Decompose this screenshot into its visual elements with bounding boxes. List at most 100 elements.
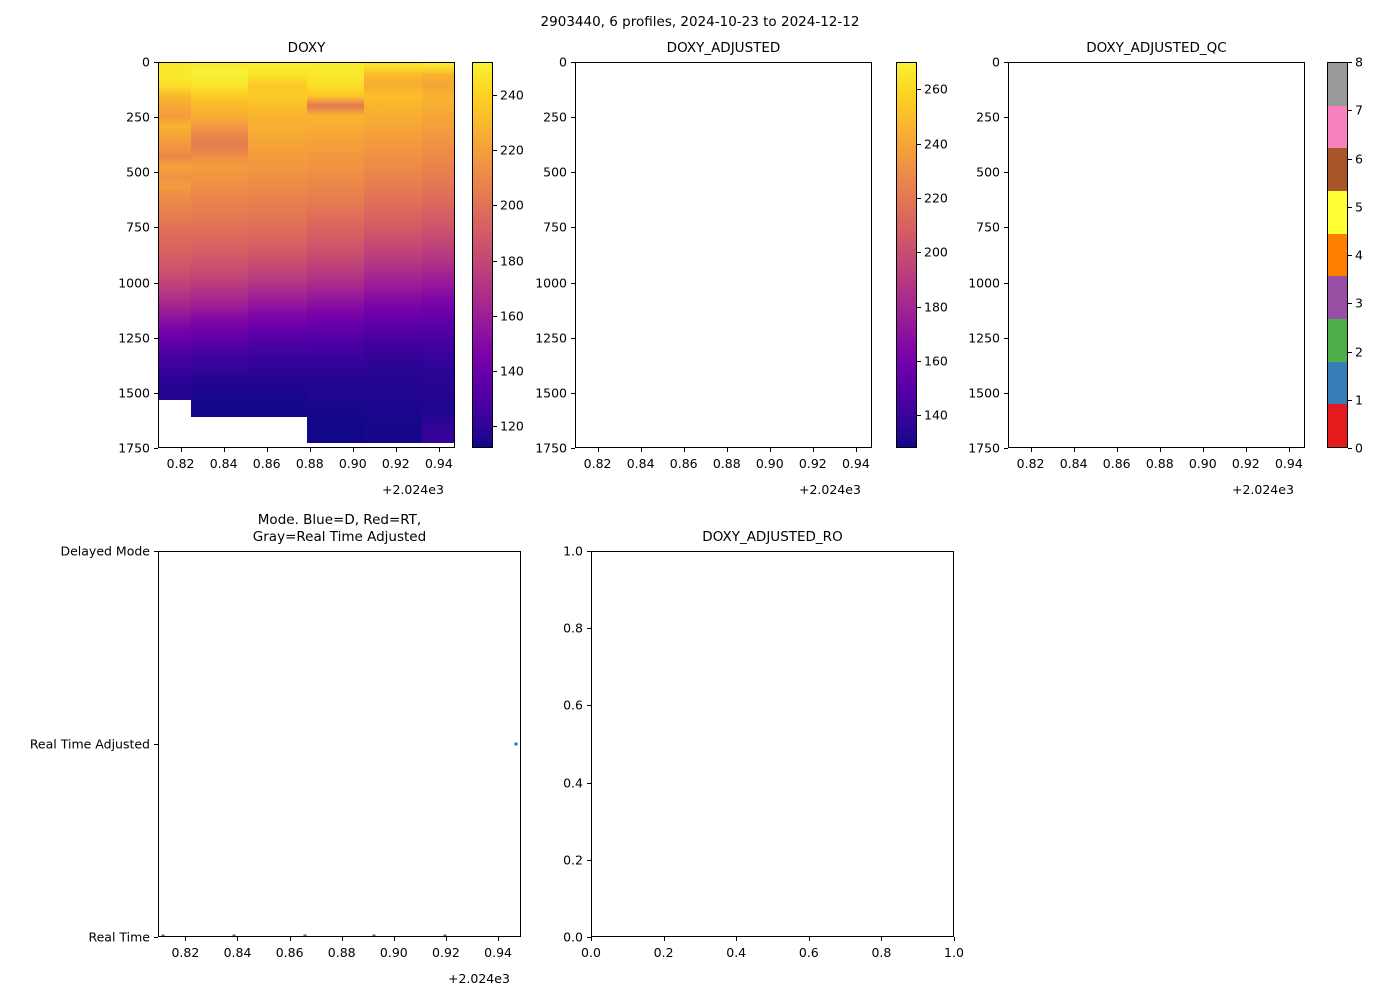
ax-qc-ytick — [1004, 117, 1008, 119]
colorbar-doxy-adjusted[interactable] — [896, 62, 917, 448]
cb-adj-tick — [917, 252, 921, 254]
qc-color-band — [1328, 319, 1347, 362]
ax-adj-xticklabel: 0.92 — [798, 456, 827, 471]
cb-doxy-ticklabel: 120 — [500, 418, 524, 434]
axes-doxy-adjusted-qc[interactable] — [1008, 62, 1305, 448]
ax-mode-xticklabel: 0.88 — [327, 945, 356, 960]
ax-qc-xticklabel: 0.84 — [1059, 456, 1088, 471]
ax-adj-ytick — [571, 392, 575, 394]
heatmap-column — [421, 63, 454, 447]
cb-adj-tick — [917, 415, 921, 417]
ax-qc-yticklabel: 250 — [976, 109, 1000, 125]
axes-doxy-adjusted-ro[interactable] — [591, 551, 954, 937]
cb-qc-tick — [1348, 399, 1352, 401]
cb-doxy-ticklabel: 160 — [500, 308, 524, 324]
cb-doxy-ticklabel: 220 — [500, 142, 524, 158]
cb-qc-ticklabel: 2 — [1355, 344, 1363, 359]
qc-color-band — [1328, 233, 1347, 277]
ax-adj-xticklabel: 0.94 — [841, 456, 870, 471]
ax-mode-ytick — [154, 551, 158, 552]
axes-doxy[interactable] — [158, 62, 455, 448]
cb-qc-ticklabel: 0 — [1355, 440, 1363, 456]
figure-suptitle: 2903440, 6 profiles, 2024-10-23 to 2024-… — [540, 14, 860, 30]
ax-doxy-xticklabel: 0.92 — [381, 456, 410, 471]
mode-data-point — [232, 934, 236, 936]
ax-ro-ytick — [587, 782, 591, 784]
ax-doxy-yticklabel: 1500 — [118, 385, 150, 401]
ax-doxy-xtick — [266, 448, 268, 452]
ax-doxy-yticklabel: 1000 — [118, 275, 150, 291]
heatmap-column — [191, 63, 249, 447]
ax-qc-xticklabel: 0.82 — [1016, 456, 1045, 471]
ax-ro-xtick — [663, 937, 665, 941]
ax-doxy-ytick — [154, 392, 158, 394]
axes-mode[interactable] — [158, 551, 521, 937]
ax-adj-xticklabel: 0.82 — [583, 456, 612, 471]
cb-adj-tick — [917, 361, 921, 362]
panel-doxy-adjusted-ro-title: DOXY_ADJUSTED_RO — [702, 529, 843, 545]
ax-qc-ytick — [1004, 392, 1008, 394]
ax-adj-yticklabel: 0 — [559, 54, 567, 70]
cb-doxy-tick — [493, 425, 497, 427]
axes-doxy-adjusted-x-offset: +2.024e3 — [799, 482, 861, 497]
cb-adj-ticklabel: 200 — [924, 244, 948, 260]
mode-data-point — [443, 934, 447, 936]
qc-color-band — [1328, 276, 1347, 319]
ax-adj-xtick — [812, 448, 814, 452]
colorbar-doxy-adjusted-qc[interactable] — [1327, 62, 1348, 448]
ax-qc-yticklabel: 500 — [976, 164, 1000, 180]
qc-color-band — [1328, 63, 1347, 106]
ax-adj-xticklabel: 0.90 — [755, 456, 784, 471]
cb-qc-tick — [1348, 255, 1352, 256]
qc-color-band — [1328, 404, 1347, 447]
axes-mode-x-offset: +2.024e3 — [448, 971, 510, 986]
cb-qc-ticklabel: 3 — [1355, 295, 1363, 311]
cb-adj-ticklabel: 260 — [924, 81, 948, 97]
heatmap-nodata-region — [247, 417, 307, 447]
ax-mode-xtick — [289, 937, 291, 941]
ax-doxy-yticklabel: 0 — [142, 54, 150, 70]
ax-ro-yticklabel: 0.8 — [563, 620, 583, 636]
heatmap-nodata-region — [306, 442, 365, 447]
ax-mode-xtick — [445, 937, 447, 941]
cb-qc-ticklabel: 1 — [1355, 392, 1363, 408]
ax-doxy-xtick — [309, 448, 311, 452]
ax-ro-xtick — [808, 937, 810, 941]
ax-qc-xtick — [1202, 448, 1204, 452]
ax-doxy-xticklabel: 0.86 — [252, 456, 281, 471]
ax-adj-ytick — [571, 337, 575, 339]
ax-doxy-yticklabel: 1250 — [118, 330, 150, 346]
ax-doxy-ytick — [154, 282, 158, 284]
cb-adj-ticklabel: 160 — [924, 353, 948, 369]
qc-color-band — [1328, 191, 1347, 234]
ax-qc-xtick — [1116, 448, 1118, 452]
cb-doxy-tick — [493, 95, 497, 97]
ax-mode-yticklabel: Real Time Adjusted — [29, 736, 150, 752]
ax-doxy-ytick — [154, 337, 158, 339]
ax-doxy-xticklabel: 0.90 — [338, 456, 367, 471]
cb-qc-tick — [1348, 303, 1352, 305]
ax-doxy-xtick — [180, 448, 182, 452]
ax-qc-yticklabel: 0 — [992, 54, 1000, 70]
ax-ro-xtick — [736, 937, 738, 941]
cb-qc-tick — [1348, 448, 1352, 449]
ax-qc-xticklabel: 0.94 — [1274, 456, 1303, 471]
cb-adj-ticklabel: 240 — [924, 136, 948, 152]
cb-adj-ticklabel: 220 — [924, 190, 948, 206]
axes-doxy-adjusted[interactable] — [575, 62, 872, 448]
ax-doxy-yticklabel: 250 — [126, 109, 150, 125]
ax-ro-xtick — [954, 937, 955, 941]
cb-adj-tick — [917, 143, 921, 145]
ax-doxy-xtick — [395, 448, 397, 452]
ax-adj-yticklabel: 250 — [543, 109, 567, 125]
colorbar-doxy[interactable] — [472, 62, 493, 448]
ax-adj-xtick — [855, 448, 857, 452]
panel-mode-title-line2: Gray=Real Time Adjusted — [252, 529, 427, 545]
ax-doxy-xticklabel: 0.94 — [424, 456, 453, 471]
ax-ro-ytick — [587, 705, 591, 707]
ax-ro-ytick — [587, 551, 591, 552]
ax-ro-yticklabel: 0.2 — [563, 852, 583, 868]
ax-qc-xtick — [1245, 448, 1247, 452]
ax-adj-xticklabel: 0.86 — [669, 456, 698, 471]
ax-adj-xticklabel: 0.88 — [712, 456, 741, 471]
